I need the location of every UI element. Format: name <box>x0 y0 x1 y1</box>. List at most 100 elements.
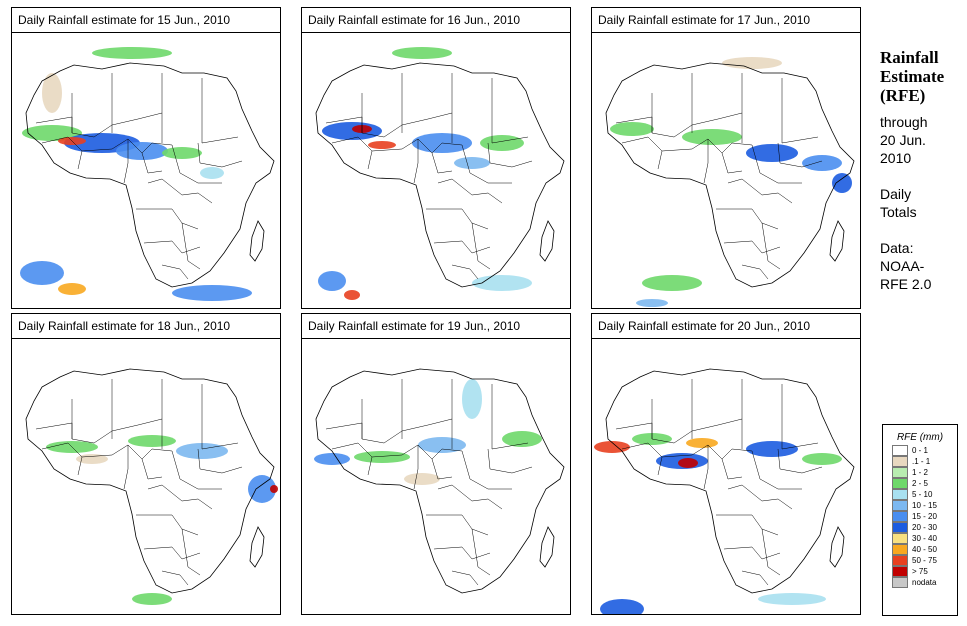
country-border <box>781 78 819 144</box>
country-border <box>371 138 463 154</box>
rainfall-map <box>302 33 570 308</box>
legend-label: 0 - 1 <box>912 446 929 455</box>
rainfall-patch <box>354 451 410 463</box>
legend-swatch <box>892 544 908 555</box>
madagascar-outline <box>539 526 555 568</box>
country-border <box>413 139 419 184</box>
country-border <box>661 444 753 460</box>
country-border <box>147 484 213 510</box>
country-border <box>181 528 201 576</box>
map-canvas <box>594 368 855 614</box>
coastline <box>605 368 855 594</box>
country-border <box>437 178 503 204</box>
coastline <box>315 62 565 288</box>
legend-swatch <box>892 533 908 544</box>
coastline <box>605 62 855 288</box>
country-border <box>331 136 373 170</box>
country-border <box>621 136 663 170</box>
legend-label: .1 - 1 <box>912 457 931 466</box>
legend-label: > 75 <box>912 567 928 576</box>
country-border <box>751 144 802 184</box>
rainfall-patch <box>802 453 842 465</box>
country-border <box>703 139 709 184</box>
country-border <box>41 442 83 476</box>
country-border <box>143 546 201 560</box>
legend-swatch <box>892 555 908 566</box>
country-border <box>716 514 779 536</box>
country-border <box>461 450 512 490</box>
country-border <box>433 546 491 560</box>
panel-title: Daily Rainfall estimate for 20 Jun., 201… <box>592 314 860 339</box>
legend-swatch <box>892 522 908 533</box>
rainfall-patch <box>270 485 278 493</box>
rainfall-patch <box>832 173 852 193</box>
source-line: NOAA- <box>880 258 925 274</box>
country-border <box>331 442 373 476</box>
through-label: through <box>880 114 928 130</box>
totals-label: Totals <box>880 204 917 220</box>
legend-label: 50 - 75 <box>912 556 937 565</box>
country-border <box>197 142 243 168</box>
rainfall-patch <box>42 73 62 113</box>
legend-swatch <box>892 445 908 456</box>
legend-swatch <box>892 478 908 489</box>
madagascar-outline <box>249 220 265 262</box>
country-border <box>141 152 163 174</box>
country-border <box>451 570 479 586</box>
country-border <box>451 264 479 280</box>
rainfall-patch <box>162 147 202 159</box>
rainfall-patch <box>454 157 490 169</box>
panel-title: Daily Rainfall estimate for 18 Jun., 201… <box>12 314 280 339</box>
country-border <box>201 78 239 144</box>
rainfall-patch <box>404 473 440 485</box>
legend-item: 1 - 2 <box>892 467 957 478</box>
country-border <box>413 445 419 490</box>
legend-swatch <box>892 467 908 478</box>
rainfall-map <box>592 33 860 308</box>
country-border <box>181 222 201 270</box>
heading-line: Estimate <box>880 67 945 86</box>
legend-item: 30 - 40 <box>892 533 957 544</box>
map-panel-jun15: Daily Rainfall estimate for 15 Jun., 201… <box>11 7 281 309</box>
rainfall-map <box>12 33 280 308</box>
country-border <box>431 458 453 480</box>
rainfall-patch <box>802 155 842 171</box>
rainfall-map <box>12 339 280 614</box>
country-border <box>741 570 769 586</box>
map-panel-jun19: Daily Rainfall estimate for 19 Jun., 201… <box>301 313 571 615</box>
country-border <box>171 450 222 490</box>
rainfall-patch <box>686 438 718 448</box>
legend-swatch <box>892 577 908 588</box>
country-border <box>491 384 529 450</box>
panel-title: Daily Rainfall estimate for 15 Jun., 201… <box>12 8 280 33</box>
country-border <box>781 384 819 450</box>
country-border <box>81 444 173 460</box>
rainfall-patch <box>746 144 798 162</box>
heading-line: Rainfall <box>880 48 939 67</box>
country-border <box>621 442 663 476</box>
map-canvas <box>314 368 565 594</box>
country-border <box>487 142 533 168</box>
rainfall-patch <box>58 283 86 295</box>
legend-item: 15 - 20 <box>892 511 957 522</box>
country-border <box>197 448 243 474</box>
country-border <box>201 384 239 450</box>
map-panel-jun18: Daily Rainfall estimate for 18 Jun., 201… <box>11 313 281 615</box>
rainfall-patch <box>642 275 702 291</box>
country-border <box>761 528 781 576</box>
legend-rows: 0 - 1 .1 - 1 1 - 2 2 - 5 5 - 10 10 - 15 15 - 2… <box>883 445 957 588</box>
country-border <box>716 208 779 230</box>
country-border <box>136 208 199 230</box>
legend-item: nodata <box>892 577 957 588</box>
rainfall-patch <box>758 593 826 605</box>
legend-label: 15 - 20 <box>912 512 937 521</box>
country-border <box>81 138 173 154</box>
rainfall-patch <box>76 454 108 464</box>
madagascar-outline <box>249 526 265 568</box>
rainfall-patch <box>480 135 524 151</box>
country-border <box>161 264 189 280</box>
rainfall-patch <box>610 122 654 136</box>
country-border <box>141 458 163 480</box>
sidebar-info: Rainfall Estimate (RFE) through 20 Jun. … <box>880 48 965 293</box>
rainfall-patch <box>746 441 798 457</box>
